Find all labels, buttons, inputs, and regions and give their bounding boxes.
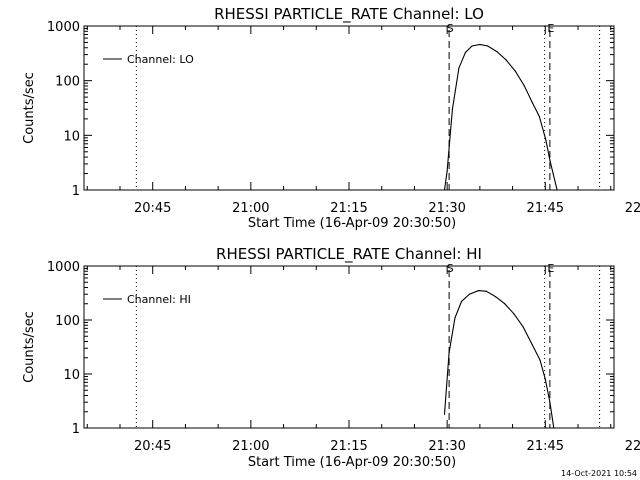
data-point xyxy=(448,351,450,354)
data-point xyxy=(471,45,473,47)
event-marker-label-s: S xyxy=(447,22,454,35)
y-axis-label: Counts/sec xyxy=(22,311,37,383)
data-point xyxy=(477,290,480,292)
y-tick-label: 1 xyxy=(72,422,80,437)
x-tick-label: 22:00 xyxy=(625,201,640,216)
event-marker-label-e: E xyxy=(547,262,554,275)
y-tick-label: 100 xyxy=(55,75,80,90)
x-tick-label: 21:15 xyxy=(330,439,367,454)
x-tick-label: 21:30 xyxy=(428,439,465,454)
data-point xyxy=(523,85,525,87)
data-point xyxy=(539,359,541,361)
chart-panel-lo: RHESSI PARTICLE_RATE Channel: LO 1 10 100 10… xyxy=(22,5,640,231)
series-line xyxy=(443,43,558,191)
data-point xyxy=(468,293,470,295)
y-tick-label: 1000 xyxy=(47,260,80,275)
y-tick-label: 1 xyxy=(72,184,80,199)
data-point xyxy=(496,51,498,53)
data-point xyxy=(549,401,551,403)
footer-timestamp: 14-Oct-2021 10:54 xyxy=(561,469,637,478)
y-tick-label: 100 xyxy=(55,314,80,329)
data-point xyxy=(479,43,481,46)
data-point xyxy=(505,59,507,61)
data-point xyxy=(451,108,453,110)
x-tick-label: 21:15 xyxy=(330,201,367,216)
series-line xyxy=(443,290,555,429)
x-tick-label: 20:45 xyxy=(134,201,171,216)
chart-title: RHESSI PARTICLE_RATE Channel: LO xyxy=(214,5,484,24)
y-tick-label: 10 xyxy=(63,368,80,383)
data-point xyxy=(531,101,533,104)
data-point xyxy=(552,172,554,175)
y-tick-label: 10 xyxy=(63,129,80,144)
legend-label: Channel: LO xyxy=(127,53,194,66)
data-point xyxy=(544,378,546,380)
data-point xyxy=(513,313,515,315)
x-tick-label: 21:00 xyxy=(232,201,269,216)
x-tick-label: 20:45 xyxy=(134,439,171,454)
data-point xyxy=(494,296,497,298)
event-marker-label-s: S xyxy=(447,262,454,275)
data-point xyxy=(454,317,456,319)
x-tick-label: 21:30 xyxy=(428,201,465,216)
data-point xyxy=(504,303,506,305)
x-tick-label: 21:00 xyxy=(232,439,269,454)
x-tick-label: 22:00 xyxy=(625,439,640,454)
legend-label: Channel: HI xyxy=(127,293,191,306)
data-point xyxy=(553,427,555,429)
data-point xyxy=(545,140,547,142)
data-point xyxy=(531,344,533,346)
event-marker-label-e: E xyxy=(547,22,554,35)
data-point xyxy=(446,170,448,172)
x-axis-label: Start Time (16-Apr-09 20:30:50) xyxy=(248,216,456,231)
data-point xyxy=(485,290,488,292)
data-point xyxy=(522,326,524,328)
chart-title: RHESSI PARTICLE_RATE Channel: HI xyxy=(216,245,482,264)
x-axis-label: Start Time (16-Apr-09 20:30:50) xyxy=(248,455,456,470)
data-point xyxy=(549,159,551,161)
data-point xyxy=(556,189,558,191)
chart-panel-hi: RHESSI PARTICLE_RATE Channel: HI 1 10 100 10… xyxy=(22,245,640,470)
data-point xyxy=(458,67,460,69)
data-point xyxy=(443,189,446,191)
y-axis-label: Counts/sec xyxy=(22,72,37,144)
data-point xyxy=(487,45,489,47)
data-point xyxy=(514,70,516,72)
data-point xyxy=(460,300,463,303)
data-point xyxy=(464,51,467,53)
data-point xyxy=(443,413,446,415)
y-tick-label: 1000 xyxy=(47,20,80,35)
x-tick-label: 21:45 xyxy=(527,439,564,454)
data-point xyxy=(538,116,541,118)
x-tick-label: 21:45 xyxy=(527,201,564,216)
